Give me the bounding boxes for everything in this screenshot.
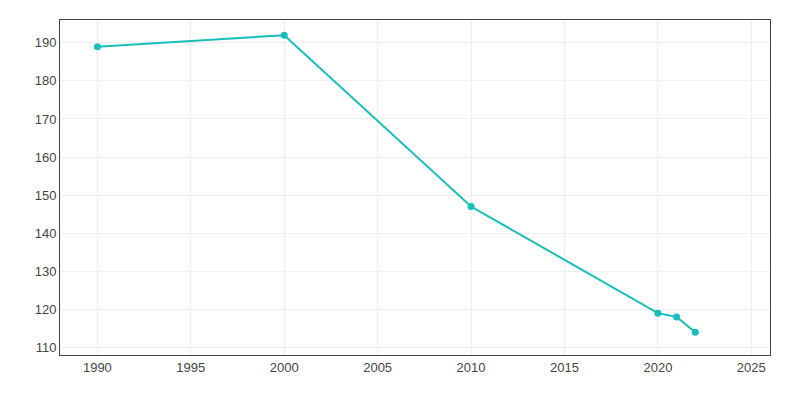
- svg-text:2020: 2020: [643, 360, 672, 375]
- svg-text:1995: 1995: [176, 360, 205, 375]
- svg-text:190: 190: [35, 35, 57, 50]
- svg-text:180: 180: [35, 73, 57, 88]
- svg-text:2025: 2025: [737, 360, 766, 375]
- svg-text:110: 110: [36, 340, 57, 355]
- svg-text:150: 150: [35, 188, 57, 203]
- svg-text:130: 130: [35, 264, 57, 279]
- svg-text:2015: 2015: [550, 360, 579, 375]
- svg-text:1990: 1990: [83, 360, 112, 375]
- svg-text:160: 160: [35, 150, 57, 165]
- svg-text:2000: 2000: [270, 360, 299, 375]
- svg-text:2010: 2010: [457, 360, 486, 375]
- svg-text:120: 120: [35, 302, 57, 317]
- svg-text:140: 140: [35, 226, 57, 241]
- svg-text:2005: 2005: [363, 360, 392, 375]
- svg-text:170: 170: [35, 112, 57, 127]
